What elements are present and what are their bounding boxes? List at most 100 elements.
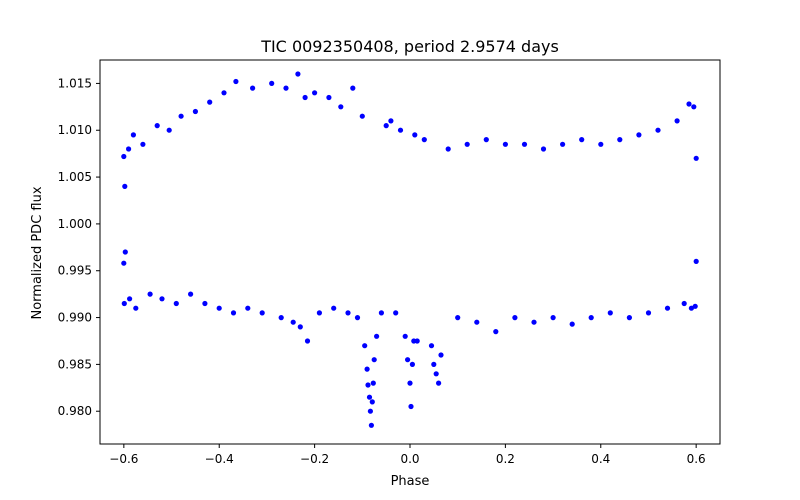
data-point (598, 141, 604, 147)
data-point (304, 338, 311, 344)
data-point (431, 361, 437, 367)
data-point (626, 315, 633, 321)
data-point (579, 137, 585, 143)
data-point (636, 132, 642, 138)
data-point (412, 132, 418, 138)
y-axis-ticks: 0.980 0.985 0.990 0.995 1.000 1.005 1.010 1.015 (58, 76, 100, 418)
y-tick-label: 0.980 (58, 404, 92, 418)
data-point (521, 141, 528, 147)
data-point (362, 343, 368, 349)
data-point (326, 94, 332, 101)
data-point (121, 260, 127, 266)
data-point (154, 123, 160, 129)
data-point (290, 319, 296, 325)
data-point (259, 310, 265, 316)
data-point (388, 118, 394, 124)
data-point (414, 338, 420, 344)
data-point (692, 303, 698, 309)
data-point (405, 357, 411, 363)
x-tick-label: 0.0 (400, 452, 419, 466)
data-point (607, 310, 613, 316)
x-tick-label: −0.2 (300, 452, 329, 466)
y-tick-label: 1.010 (58, 123, 92, 137)
data-point (359, 113, 365, 119)
data-point (393, 310, 399, 316)
data-point (140, 141, 146, 147)
y-tick-label: 1.005 (58, 170, 92, 184)
data-point (159, 296, 165, 302)
data-point (283, 85, 289, 91)
data-point (207, 99, 213, 105)
y-axis-label: Normalized PDC flux (30, 186, 45, 319)
x-tick-label: −0.6 (109, 452, 138, 466)
data-point (354, 315, 361, 321)
data-point (655, 127, 661, 133)
y-tick-label: 0.985 (58, 357, 92, 371)
data-points (121, 71, 699, 428)
data-point (374, 333, 380, 339)
y-tick-label: 0.990 (58, 311, 92, 325)
data-point (364, 366, 370, 372)
data-point (202, 300, 208, 307)
data-point (512, 315, 518, 321)
x-axis-ticks: −0.6 −0.4 −0.2 0.0 0.2 0.4 0.6 (109, 444, 706, 466)
data-point (269, 80, 275, 86)
data-point (560, 141, 566, 147)
data-point (436, 380, 442, 386)
data-point (445, 146, 451, 152)
data-point (493, 329, 499, 335)
data-point (233, 78, 239, 85)
chart-title: TIC 0092350408, period 2.9574 days (260, 37, 559, 56)
data-point (178, 113, 184, 119)
data-point (368, 422, 374, 428)
data-point (502, 141, 508, 147)
data-point (245, 305, 251, 311)
data-point (166, 127, 172, 133)
data-point (188, 291, 194, 297)
x-axis-label: Phase (391, 474, 430, 489)
data-point (693, 155, 699, 161)
data-point (407, 380, 413, 386)
data-point (133, 305, 139, 311)
data-point (345, 310, 351, 316)
data-point (147, 291, 153, 297)
data-point (645, 310, 652, 316)
data-point (367, 408, 373, 414)
data-point (126, 146, 132, 152)
data-point (378, 310, 384, 316)
x-tick-label: −0.4 (205, 452, 234, 466)
data-point (397, 127, 404, 133)
data-point (350, 85, 356, 91)
data-point (531, 319, 537, 325)
data-point (681, 300, 687, 307)
x-tick-label: 0.4 (591, 452, 610, 466)
data-point (371, 357, 377, 363)
data-point (366, 394, 373, 400)
data-point (338, 104, 344, 110)
data-point (365, 382, 371, 388)
data-point (295, 71, 301, 77)
data-point (250, 85, 256, 91)
data-point (433, 371, 439, 377)
data-point (483, 137, 489, 143)
data-point (474, 319, 480, 325)
data-point (455, 315, 461, 321)
data-point (221, 90, 227, 96)
data-point (693, 258, 699, 264)
data-point (370, 380, 376, 386)
data-point (428, 343, 435, 349)
y-tick-label: 1.000 (58, 217, 92, 231)
data-point (686, 101, 692, 107)
data-point (408, 403, 414, 410)
data-point (438, 352, 444, 358)
data-point (402, 333, 408, 339)
data-point (173, 300, 179, 307)
data-point (297, 324, 303, 330)
data-point (121, 153, 127, 160)
data-point (540, 146, 547, 152)
y-tick-label: 1.015 (58, 76, 92, 90)
data-point (464, 141, 470, 147)
data-point (691, 104, 697, 110)
